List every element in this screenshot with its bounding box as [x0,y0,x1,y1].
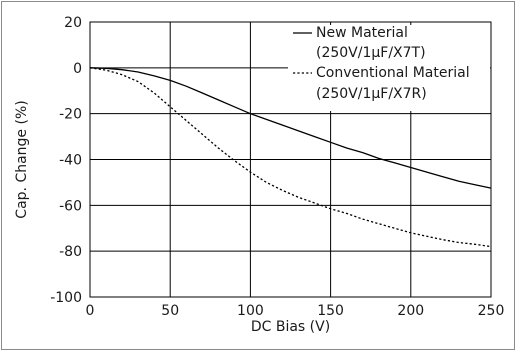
y-tick-label: -60 [59,198,82,214]
legend-label-2: Conventional Material [316,65,470,81]
x-tick-label: 150 [317,303,344,319]
legend-label-1: (250V/1µF/X7T) [316,45,426,61]
series-layer [89,67,492,248]
y-tick-label: -20 [59,107,82,123]
legend-label-1: New Material [316,25,408,41]
x-tick-label: 50 [161,303,179,319]
y-tick-label: -80 [59,244,82,260]
legend: New Material (250V/1µF/X7T) Conventional M… [288,25,490,111]
legend-label-2: (250V/1µF/X7R) [316,86,427,102]
y-tick-label: 0 [73,61,82,77]
series-line-2 [89,67,492,248]
x-tick-label: 100 [237,303,264,319]
x-axis-label: DC Bias (V) [251,319,330,335]
x-tick-label: 0 [86,303,95,319]
y-tick-label: 20 [64,15,82,31]
legend-background [288,25,490,111]
series-line-1 [89,67,492,189]
x-tick-label: 200 [397,303,424,319]
plot-border [89,21,492,298]
y-tick-label: -100 [50,290,82,306]
y-axis-label: Cap. Change (%) [14,100,30,218]
x-tick-label: 250 [478,303,505,319]
y-tick-label: -40 [59,153,82,169]
